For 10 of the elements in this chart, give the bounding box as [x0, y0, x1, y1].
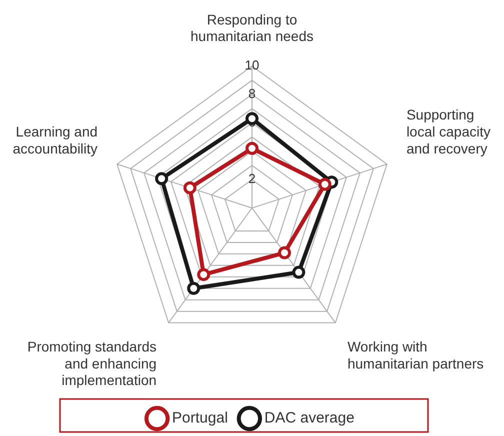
spoke-label: Learning and accountability [12, 123, 98, 156]
spoke-label: Responding to humanitarian needs [190, 11, 314, 44]
y-tick-label: 8 [248, 86, 256, 102]
spoke-label: Working with humanitarian partners [347, 338, 484, 372]
y-tick-label: 2 [248, 171, 256, 186]
legend-label: Portugal [172, 410, 228, 427]
spoke-label: Promoting standards and enhancing implementation [27, 338, 157, 388]
legend-label: DAC average [264, 410, 354, 427]
y-tick-label: 10 [244, 58, 260, 73]
spoke-label: Supporting local capacity and recovery [406, 106, 490, 156]
